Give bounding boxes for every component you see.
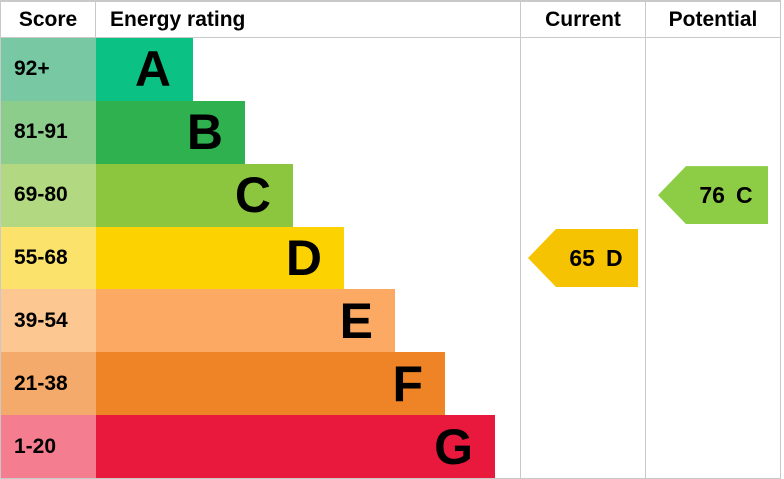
- energy-rating-cell: E: [96, 289, 520, 353]
- energy-rating-cell: B: [96, 100, 520, 164]
- rating-bar: E: [96, 289, 395, 353]
- score-range-cell: 81-91: [1, 100, 96, 164]
- energy-rating-cell: A: [96, 38, 520, 101]
- rating-bar: A: [96, 38, 193, 101]
- current-cell: [520, 352, 645, 416]
- epc-band-row: 21-38 F: [1, 352, 780, 416]
- potential-cell: [645, 226, 780, 290]
- rating-letter: E: [339, 292, 373, 349]
- epc-band-row: 92+ A: [1, 38, 780, 101]
- current-cell: [520, 289, 645, 353]
- rating-bar: D: [96, 226, 344, 290]
- rating-bar: C: [96, 163, 293, 227]
- column-header-current: Current: [520, 2, 645, 37]
- potential-cell: [645, 100, 780, 164]
- current-cell: [520, 38, 645, 101]
- rating-bar: B: [96, 100, 245, 164]
- energy-rating-cell: G: [96, 415, 520, 479]
- epc-band-row: 1-20 G: [1, 415, 780, 479]
- rating-bar: F: [96, 352, 445, 416]
- column-header-energy-rating: Energy rating: [110, 7, 246, 31]
- arrow-score-value: 65: [569, 244, 595, 271]
- current-cell: [520, 163, 645, 227]
- current-cell: 65 D: [520, 226, 645, 290]
- rating-letter: A: [134, 41, 171, 98]
- score-range-cell: 92+: [1, 38, 96, 101]
- header-row: Score Energy rating Current Potential: [1, 2, 780, 38]
- rating-bar: G: [96, 415, 495, 479]
- score-range-cell: 1-20: [1, 415, 96, 479]
- potential-cell: [645, 415, 780, 479]
- potential-cell: [645, 38, 780, 101]
- epc-band-row: 55-68 D 65 D: [1, 226, 780, 290]
- rating-letter: B: [186, 104, 223, 161]
- energy-rating-cell: D: [96, 226, 520, 290]
- arrow-band-letter: C: [735, 181, 753, 208]
- column-header-score: Score: [1, 2, 96, 37]
- potential-cell: 76 C: [645, 163, 780, 227]
- rating-letter: G: [434, 418, 473, 475]
- score-range-cell: 69-80: [1, 163, 96, 227]
- rating-letter: C: [234, 167, 271, 224]
- arrow-score-value: 76: [699, 181, 725, 208]
- potential-cell: [645, 289, 780, 353]
- score-range-cell: 21-38: [1, 352, 96, 416]
- epc-band-row: 81-91 B: [1, 100, 780, 164]
- score-range-cell: 39-54: [1, 289, 96, 353]
- potential-cell: [645, 352, 780, 416]
- current-cell: [520, 415, 645, 479]
- current-rating-arrow: 65 D: [528, 229, 638, 287]
- epc-band-row: 69-80 C 76 C: [1, 163, 780, 227]
- arrow-band-letter: D: [605, 244, 623, 271]
- energy-rating-cell: F: [96, 352, 520, 416]
- column-header-potential: Potential: [645, 2, 780, 37]
- potential-rating-arrow: 76 C: [658, 166, 768, 225]
- energy-rating-cell: C: [96, 163, 520, 227]
- band-rows: 92+ A 81-91 B 69-80 C 76 C: [1, 38, 780, 479]
- current-cell: [520, 100, 645, 164]
- rating-letter: F: [392, 355, 423, 412]
- score-range-cell: 55-68: [1, 226, 96, 290]
- rating-letter: D: [285, 230, 322, 286]
- epc-band-row: 39-54 E: [1, 289, 780, 353]
